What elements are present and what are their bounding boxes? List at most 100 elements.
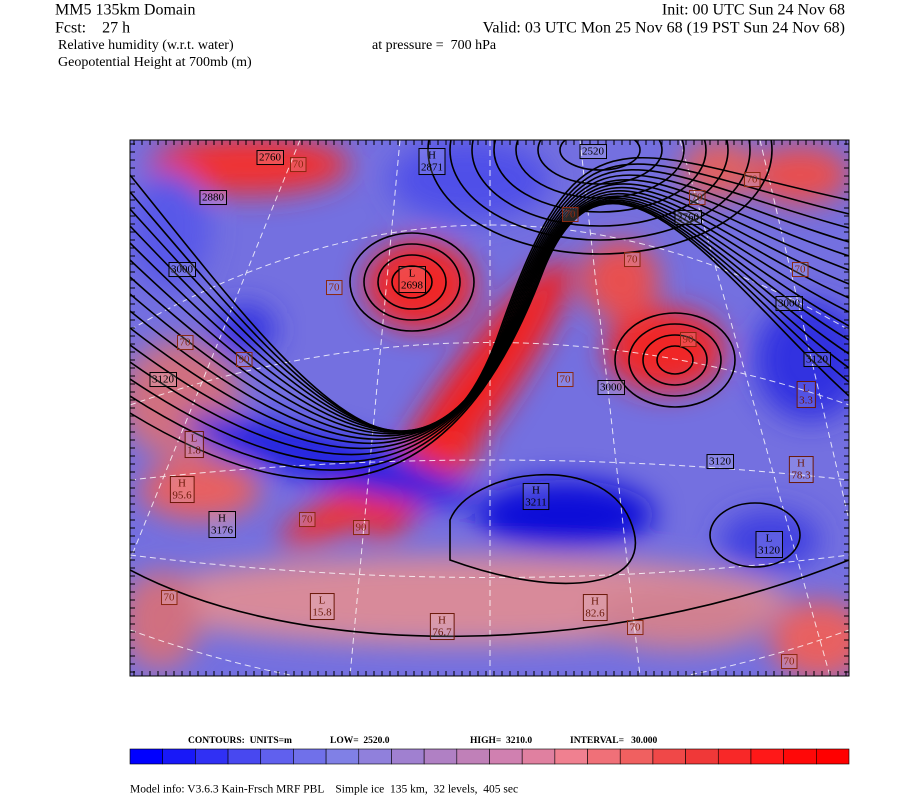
height-label: 3000	[775, 296, 803, 312]
height-extremum-box	[755, 531, 783, 559]
rh-blob	[184, 414, 476, 506]
height-label-box	[803, 352, 831, 368]
colorbar	[129, 748, 850, 765]
rh-label-text: 70	[784, 656, 796, 668]
contour	[130, 190, 849, 437]
rh-extremum-text: H	[591, 596, 599, 608]
colorbar-swatch	[521, 748, 556, 765]
header-line: Relative humidity (w.r.t. water)	[58, 38, 234, 53]
rh-label-text: 70	[565, 209, 577, 221]
height-label-box	[674, 210, 702, 226]
rh-label-box	[781, 654, 798, 670]
height-label: 2880	[199, 190, 227, 206]
rh-extremum-box	[429, 613, 455, 641]
rh-label: 70	[161, 590, 178, 606]
contour	[130, 178, 849, 433]
height-label-text: 3120	[806, 354, 829, 366]
rh-label: 70	[792, 262, 809, 278]
contour	[559, 140, 641, 171]
height-label-text: 2760	[259, 152, 282, 164]
rh-label: 70	[627, 620, 644, 636]
rh-extremum-text: L	[319, 595, 326, 607]
rh-label-text: 90	[683, 334, 695, 346]
rh-blob	[755, 300, 849, 420]
rh-label-box	[236, 352, 253, 368]
contour	[130, 559, 849, 638]
rh-extremum: H78.3	[788, 456, 814, 484]
height-label-text: 3120	[709, 456, 732, 468]
height-label-text: 3120	[152, 374, 175, 386]
height-extremum-text: 2698	[401, 280, 424, 292]
lat-lon-grid	[130, 140, 849, 676]
contour-units: CONTOURS: UNITS=m	[188, 736, 292, 746]
rh-extremum: H76.7	[429, 613, 455, 641]
rh-extremum-box	[582, 594, 608, 622]
rh-blob	[150, 140, 350, 195]
contour	[363, 243, 461, 321]
rh-blob	[580, 240, 660, 320]
height-extremum-text: H	[218, 513, 226, 525]
latitude-line	[130, 224, 849, 331]
rh-extremum-box	[184, 431, 204, 459]
rh-label: 90	[353, 520, 370, 536]
rh-extremum: H95.6	[169, 476, 195, 504]
height-label: 2760	[674, 210, 702, 226]
colorbar-swatch	[325, 748, 360, 765]
rh-extremum-text: L	[803, 383, 810, 395]
contour	[377, 254, 447, 310]
height-label-box	[597, 380, 625, 396]
rh-extremum-text: 15.8	[312, 607, 332, 619]
rh-label-text: 90	[239, 354, 251, 366]
contour	[130, 200, 849, 463]
latitude-line	[130, 554, 849, 578]
rh-label-text: 70	[747, 174, 759, 186]
height-label: 3120	[803, 352, 831, 368]
colorbar-swatch	[717, 748, 752, 765]
rh-blob	[390, 140, 550, 220]
contour-interval: INTERVAL= 30.000	[570, 736, 658, 746]
rh-extremum: L1.8	[184, 431, 204, 459]
longitude-line	[679, 140, 831, 676]
height-extremum-text: H	[532, 485, 540, 497]
height-extremum-text: 2871	[421, 162, 443, 174]
contour	[656, 345, 694, 375]
rh-blob	[605, 308, 725, 392]
height-extremum-box	[398, 266, 426, 294]
contour	[493, 140, 707, 213]
colorbar-swatch	[195, 748, 229, 765]
longitude-line	[130, 140, 301, 561]
contour-low: LOW= 2520.0	[330, 736, 390, 746]
rh-extremum-text: 95.6	[172, 490, 192, 502]
rh-extremum-text: 82.6	[585, 608, 605, 620]
height-label-box	[149, 372, 177, 388]
height-label-box	[256, 150, 284, 166]
rh-label-box	[689, 190, 706, 206]
colorbar-swatch	[685, 748, 719, 765]
contour	[449, 140, 751, 241]
frame-ticks	[130, 140, 849, 676]
rh-blob	[130, 570, 200, 670]
height-label-box	[706, 454, 734, 470]
height-extremum-text: 3211	[525, 497, 547, 509]
height-label-text: 2520	[582, 146, 605, 158]
header-line: MM5 135km Domain	[55, 2, 195, 19]
rh-label-box	[557, 372, 574, 388]
colorbar-swatch	[391, 748, 425, 765]
rh-label-text: 70	[627, 254, 639, 266]
rh-extremum-text: 3.3	[799, 395, 813, 407]
contour	[391, 265, 433, 299]
height-label: 3000	[597, 380, 625, 396]
rh-label: 70	[781, 654, 798, 670]
colorbar-swatch	[489, 748, 523, 765]
rh-label: 70	[290, 157, 307, 173]
rh-extremum-box	[169, 476, 195, 504]
rh-extremum-text: L	[191, 433, 198, 445]
rh-label: 90	[236, 352, 253, 368]
height-label-box	[579, 144, 607, 160]
contour	[537, 140, 663, 185]
